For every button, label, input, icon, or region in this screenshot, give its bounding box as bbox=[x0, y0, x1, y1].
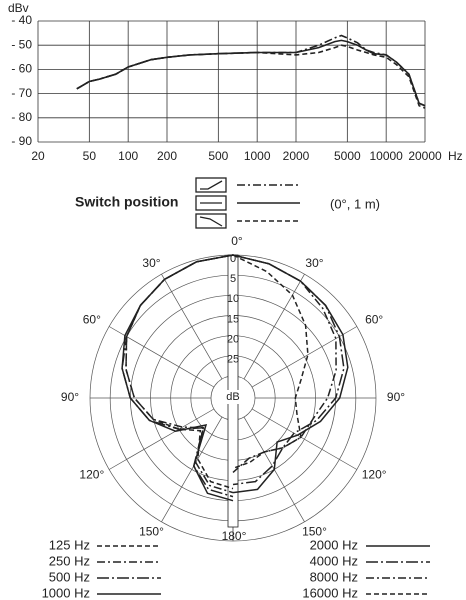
switch-icon bbox=[200, 180, 223, 190]
theta-tick-label: 120° bbox=[79, 468, 104, 482]
x-tick-label: 200 bbox=[157, 149, 177, 163]
legend-label: 125 Hz bbox=[49, 537, 90, 552]
y-tick-label: - 40 bbox=[11, 13, 32, 27]
legend-label: 250 Hz bbox=[49, 553, 90, 568]
x-tick-label: 20000 bbox=[408, 149, 442, 163]
y-tick-label: - 50 bbox=[11, 37, 32, 51]
x-tick-label: 20 bbox=[31, 149, 45, 163]
y-tick-label: - 60 bbox=[11, 62, 32, 76]
switch-icon bbox=[195, 195, 227, 211]
theta-tick-label: 90° bbox=[61, 390, 79, 404]
r-axis-label: dB bbox=[226, 391, 239, 403]
polar-line bbox=[121, 254, 234, 498]
theta-tick-label: 30° bbox=[142, 256, 160, 270]
y-axis-label: dBv bbox=[8, 1, 29, 15]
r-tick-label: 0 bbox=[230, 253, 236, 265]
theta-tick-label: 120° bbox=[362, 468, 387, 482]
theta-tick-label: 30° bbox=[305, 256, 323, 270]
polar-line bbox=[232, 254, 349, 494]
legend-label: 16000 Hz bbox=[302, 585, 358, 600]
x-tick-label: 500 bbox=[208, 149, 228, 163]
theta-tick-label: 90° bbox=[387, 390, 405, 404]
x-tick-label: 1000 bbox=[244, 149, 271, 163]
theta-tick-label: 60° bbox=[83, 313, 101, 327]
r-tick-label: 15 bbox=[227, 313, 239, 325]
legend-label: 1000 Hz bbox=[42, 585, 90, 600]
theta-tick-label: 150° bbox=[302, 524, 327, 538]
y-tick-label: - 90 bbox=[11, 134, 32, 148]
polar-line bbox=[121, 254, 234, 502]
theta-tick-label: 0° bbox=[231, 234, 243, 248]
theta-tick-label: 180° bbox=[222, 529, 247, 543]
legend-title: Switch position bbox=[75, 194, 178, 210]
switch-icon bbox=[199, 216, 223, 227]
switch-icon bbox=[195, 213, 227, 229]
x-tick-label: 2000 bbox=[283, 149, 310, 163]
r-tick-label: 10 bbox=[227, 293, 239, 305]
x-tick-label: 50 bbox=[83, 149, 97, 163]
legend-label: 2000 Hz bbox=[310, 537, 358, 552]
center-label-bg bbox=[224, 390, 242, 404]
series-line bbox=[76, 39, 426, 107]
theta-tick-label: 60° bbox=[365, 313, 383, 327]
r-tick-label: 20 bbox=[227, 334, 239, 346]
switch-icons bbox=[195, 177, 227, 229]
x-tick-label: 10000 bbox=[369, 149, 403, 163]
x-tick-label: 5000 bbox=[334, 149, 361, 163]
x-tick-label: 100 bbox=[118, 149, 138, 163]
legend-note: (0°, 1 m) bbox=[330, 196, 380, 211]
switch-icon bbox=[195, 177, 227, 193]
polar-spoke bbox=[161, 416, 223, 523]
polar-line bbox=[125, 254, 234, 490]
series-line bbox=[76, 34, 426, 107]
polar-spoke bbox=[161, 273, 223, 380]
theta-tick-label: 150° bbox=[139, 524, 164, 538]
polar-line bbox=[232, 254, 309, 470]
legend-label: 500 Hz bbox=[49, 569, 90, 584]
polar-spoke bbox=[108, 408, 215, 470]
r-tick-label: 5 bbox=[230, 273, 236, 285]
x-axis-label: Hz bbox=[448, 149, 463, 163]
y-tick-label: - 80 bbox=[11, 110, 32, 124]
r-tick-label: 25 bbox=[227, 354, 239, 366]
polar-spoke bbox=[243, 273, 305, 380]
y-tick-label: - 70 bbox=[11, 86, 32, 100]
polar-line bbox=[232, 254, 345, 486]
legend-label: 8000 Hz bbox=[310, 569, 358, 584]
series-line bbox=[76, 44, 426, 109]
legend-label: 4000 Hz bbox=[310, 553, 358, 568]
polar-spoke bbox=[251, 408, 358, 470]
polar-line bbox=[125, 254, 234, 494]
